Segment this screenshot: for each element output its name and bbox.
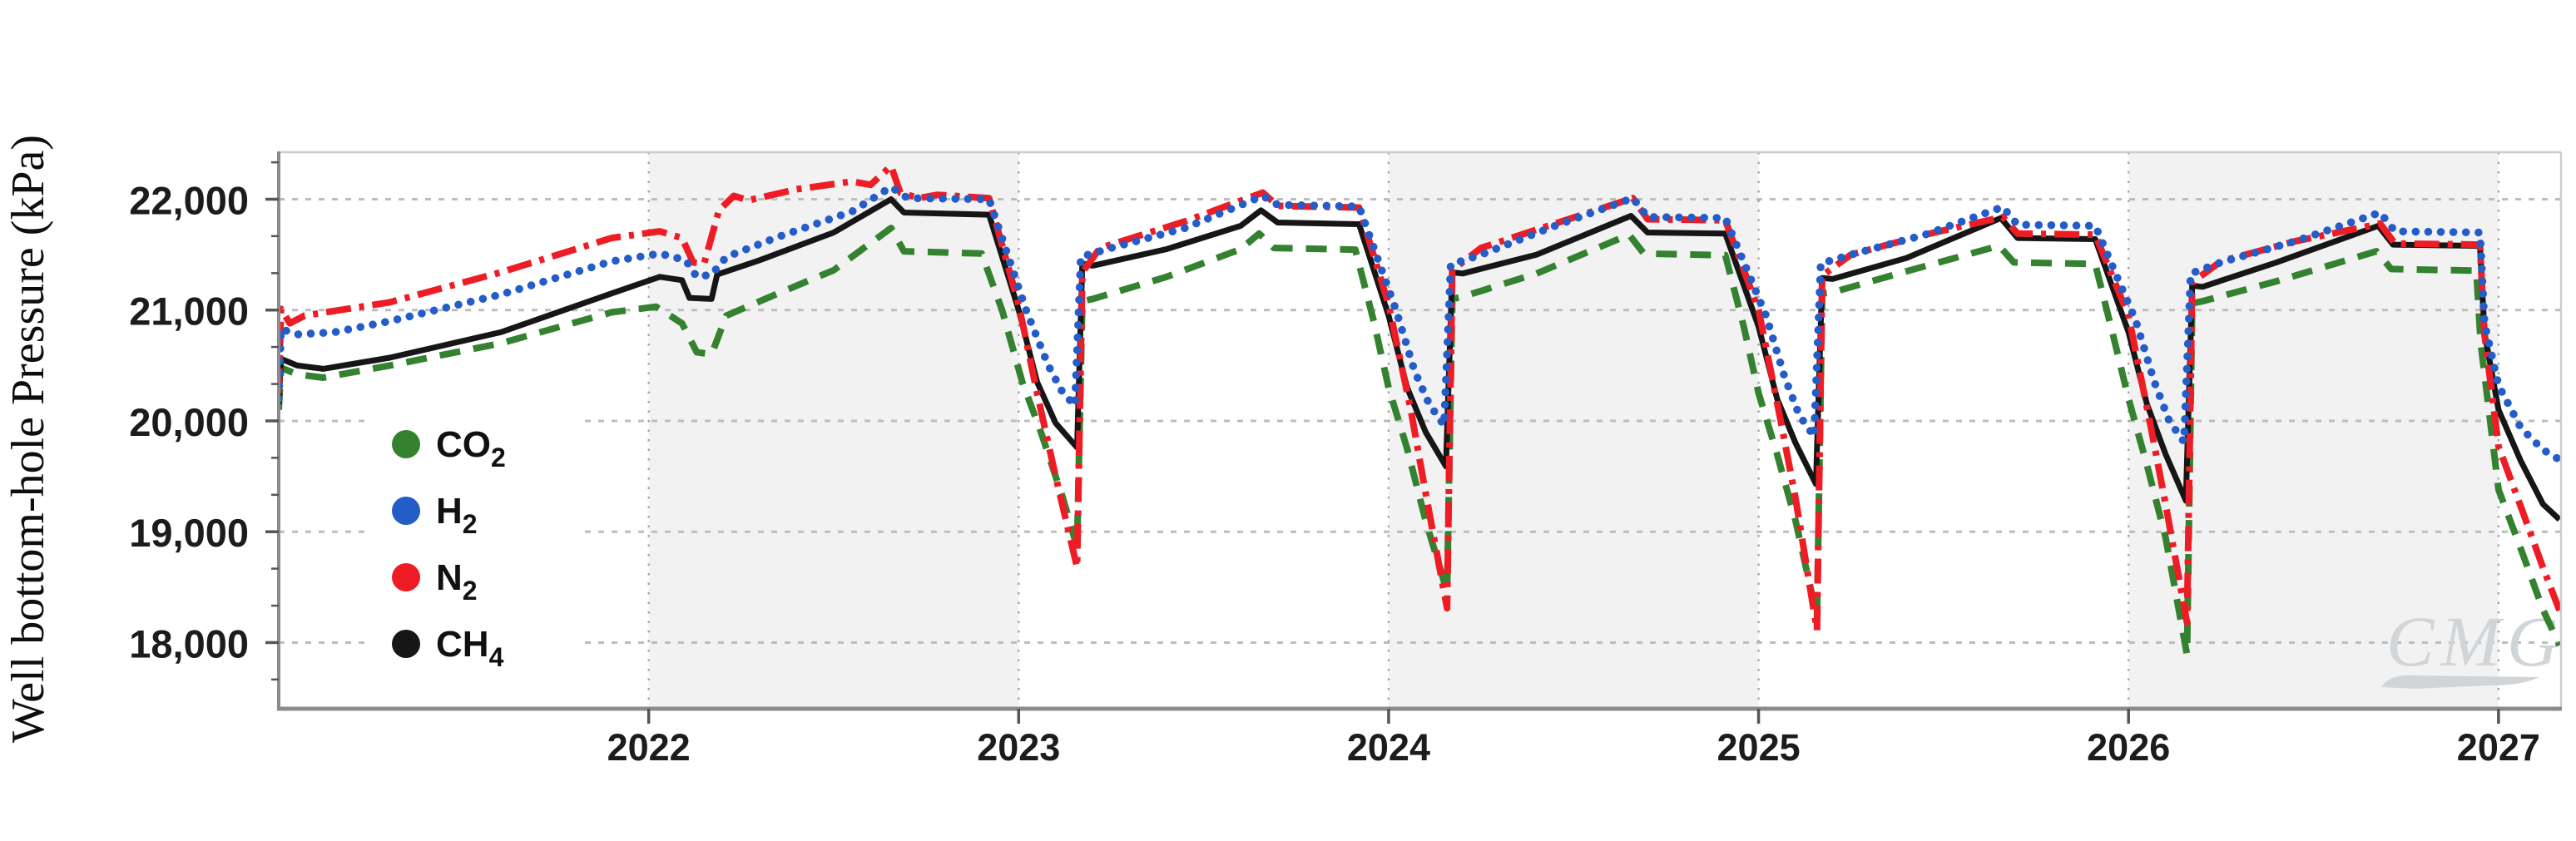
y-tick-label: 22,000 <box>129 178 249 222</box>
x-tick-label: 2024 <box>1347 726 1430 769</box>
legend-marker-n2 <box>392 563 420 591</box>
y-tick-label: 20,000 <box>129 400 249 444</box>
x-tick-label: 2023 <box>977 726 1060 769</box>
legend-label-ch4: CH4 <box>436 624 504 672</box>
legend-label-n2: N2 <box>436 557 478 606</box>
x-tick-label: 2025 <box>1717 726 1801 769</box>
x-tick-label: 2026 <box>2087 726 2170 769</box>
series-line-n2 <box>279 162 2561 634</box>
series-line-co2 <box>279 225 2561 659</box>
y-tick-label: 21,000 <box>129 289 249 334</box>
legend-marker-co2 <box>392 430 420 458</box>
watermark-underline <box>2381 675 2539 689</box>
y-axis-title: Well bottom-hole Pressure (kPa) <box>2 135 54 743</box>
series-line-h2 <box>279 183 2561 464</box>
legend-marker-ch4 <box>392 630 420 658</box>
y-tick-label: 19,000 <box>129 511 249 555</box>
x-tick-label: 2022 <box>607 726 691 769</box>
legend-marker-h2 <box>392 497 420 525</box>
legend-label-co2: CO2 <box>436 424 506 472</box>
watermark-logo: CMG <box>2386 601 2565 681</box>
year-band <box>648 152 1019 709</box>
y-tick-label: 18,000 <box>129 621 249 665</box>
legend-label-h2: H2 <box>436 491 478 539</box>
x-tick-label: 2027 <box>2457 726 2540 769</box>
